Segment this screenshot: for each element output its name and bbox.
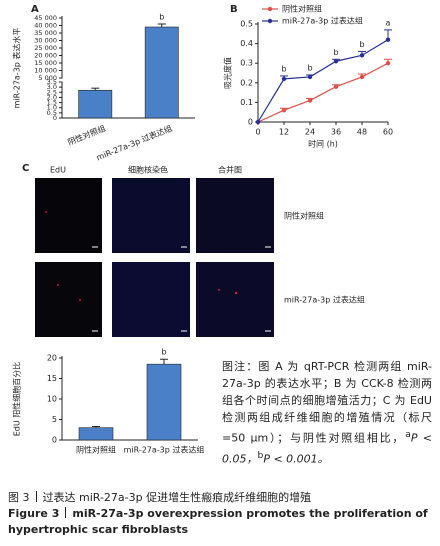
y-tick-label: 20 bbox=[47, 354, 57, 363]
column-label: EdU bbox=[50, 166, 66, 175]
bar bbox=[78, 427, 114, 441]
y-tick-label: 15 bbox=[47, 374, 57, 383]
sig-text: P < 0.05， bbox=[222, 431, 432, 466]
annotation: b bbox=[307, 63, 312, 72]
annotation: b bbox=[359, 40, 364, 49]
column-label: 合并图 bbox=[218, 165, 242, 175]
caption-label: Figure 3 bbox=[8, 507, 60, 520]
y-tick-label: 15 000 bbox=[34, 59, 57, 67]
y-tick-label: 0.5 bbox=[240, 20, 253, 29]
caption: 图 3 过表达 miR-27a-3p 促进增生性瘢痕成纤维细胞的增殖 Figure… bbox=[8, 490, 436, 538]
bar bbox=[146, 363, 182, 441]
panel-label: A bbox=[31, 4, 39, 15]
panel-label: C bbox=[22, 163, 29, 174]
y-tick-label: 40 000 bbox=[34, 22, 57, 30]
image bbox=[35, 262, 102, 337]
annotation: b bbox=[159, 13, 164, 22]
x-tick-label: 36 bbox=[331, 128, 341, 137]
line bbox=[257, 39, 389, 123]
x-axis-title: 时间 (h) bbox=[308, 139, 338, 149]
annotation: b bbox=[161, 348, 166, 357]
y-tick-label: 20 000 bbox=[34, 52, 57, 60]
annotation: b bbox=[333, 48, 338, 57]
note-text: 图注：图 A 为 qRT-PCR 检测两组 miR-27a-3p 的表达水平；B… bbox=[222, 360, 432, 445]
micrograph-grid bbox=[35, 178, 274, 337]
image bbox=[112, 262, 190, 337]
y-tick-label: 0 bbox=[53, 114, 57, 122]
y-axis-title: miR-27a-3p 表达水平 bbox=[12, 28, 22, 109]
x-tick-label: 12 bbox=[279, 128, 289, 137]
column-label: 细胞核染色 bbox=[128, 165, 168, 175]
y-tick-label: 3.5 bbox=[47, 78, 57, 86]
y-tick-label: 0.2 bbox=[240, 78, 253, 87]
y-tick-label: 35 000 bbox=[34, 29, 57, 37]
y-axis-title: 吸光度值 bbox=[223, 57, 233, 89]
x-tick-label: 阴性对照组 bbox=[76, 445, 116, 455]
annotation: a bbox=[386, 18, 391, 27]
annotation: b bbox=[281, 64, 286, 73]
y-tick-label: 2.5 bbox=[47, 88, 57, 96]
line bbox=[257, 62, 389, 123]
y-tick-label: 0 bbox=[248, 118, 253, 127]
row-label: 阴性对照组 bbox=[284, 211, 324, 221]
point bbox=[333, 84, 339, 89]
y-tick-label: 2.0 bbox=[47, 93, 57, 101]
point bbox=[359, 74, 365, 80]
caption-text: miR-27a-3p overexpression promotes the p… bbox=[8, 507, 428, 536]
x-tick-label: 0 bbox=[255, 128, 260, 137]
sig-mark: b bbox=[257, 449, 264, 461]
image bbox=[196, 262, 274, 337]
row-label: miR-27a-3p 过表达组 bbox=[284, 295, 365, 305]
point bbox=[255, 119, 261, 125]
y-tick-label: 0.1 bbox=[240, 98, 253, 107]
y-tick-label: 0.5 bbox=[47, 109, 57, 117]
y-tick-label: 30 000 bbox=[34, 37, 57, 45]
x-tick-label: miR-27a-3p 过表达组 bbox=[124, 445, 205, 455]
y-tick-label: 1.0 bbox=[47, 104, 57, 112]
legend-marker bbox=[267, 18, 273, 24]
legend-marker bbox=[267, 6, 273, 12]
axis-break bbox=[58, 78, 66, 82]
point bbox=[385, 37, 391, 42]
y-tick-label: 10 000 bbox=[34, 67, 57, 75]
point bbox=[281, 76, 287, 82]
legend-label: miR-27a-3p 过表达组 bbox=[282, 16, 363, 26]
panel-label: B bbox=[230, 4, 238, 15]
x-tick-label: 60 bbox=[383, 128, 393, 137]
bar bbox=[144, 26, 179, 119]
point bbox=[307, 74, 313, 80]
x-tick-label: miR-27a-3p 过表达组 bbox=[95, 123, 174, 163]
image bbox=[35, 178, 102, 253]
legend-label: 阴性对照组 bbox=[282, 4, 322, 14]
point bbox=[281, 108, 287, 113]
y-tick-label: 0.4 bbox=[240, 39, 253, 48]
point bbox=[385, 61, 391, 66]
point bbox=[307, 98, 313, 103]
y-tick-label: 5 bbox=[52, 415, 57, 424]
y-tick-label: 5 000 bbox=[38, 74, 57, 82]
y-tick-label: 25 000 bbox=[34, 44, 57, 52]
y-tick-label: 10 bbox=[47, 395, 57, 404]
x-tick-label: 48 bbox=[357, 128, 367, 137]
image bbox=[112, 178, 190, 253]
x-tick-label: 24 bbox=[305, 128, 315, 137]
image bbox=[196, 178, 274, 253]
y-tick-label: 0.3 bbox=[240, 59, 253, 68]
y-axis-title: EdU 阳性细胞百分比 bbox=[12, 362, 22, 437]
caption-label: 图 3 bbox=[8, 491, 30, 504]
caption-text: 过表达 miR-27a-3p 促进增生性瘢痕成纤维细胞的增殖 bbox=[42, 491, 312, 504]
y-tick-label: 3.0 bbox=[47, 83, 57, 91]
point bbox=[333, 59, 339, 64]
sig-mark: a bbox=[405, 429, 411, 440]
bar bbox=[78, 89, 113, 119]
sig-text: P < 0.001。 bbox=[263, 452, 329, 466]
y-tick-label: 45 000 bbox=[34, 14, 57, 22]
y-tick-label: 0 bbox=[52, 436, 57, 445]
note: 图注：图 A 为 qRT-PCR 检测两组 miR-27a-3p 的表达水平；B… bbox=[222, 358, 432, 467]
point bbox=[359, 53, 365, 58]
x-tick-label: 阴性对照组 bbox=[66, 123, 107, 147]
y-tick-label: 1.5 bbox=[47, 99, 57, 107]
